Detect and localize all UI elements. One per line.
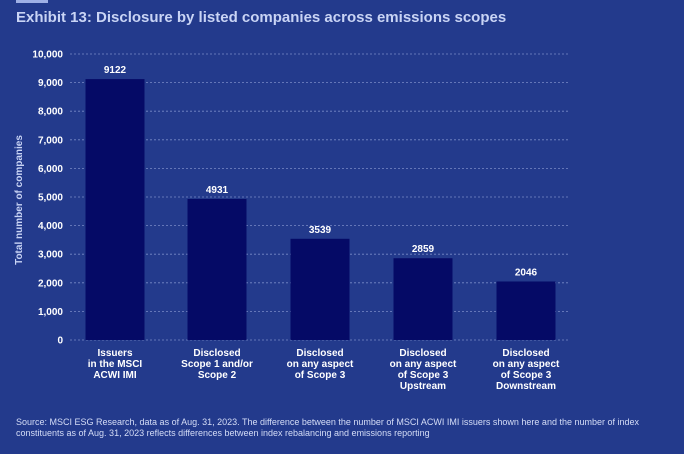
category-label-line: Scope 2 xyxy=(198,370,237,381)
category-label-line: Scope 1 and/or xyxy=(181,359,253,370)
category-label-line: Disclosed xyxy=(296,348,343,359)
y-tick-label: 0 xyxy=(57,336,63,347)
category-label-line: on any aspect xyxy=(390,359,457,370)
bar xyxy=(187,198,247,340)
category-label: Disclosed on any aspect of Scope 3 Downstre… xyxy=(493,348,560,392)
header-accent-rule xyxy=(16,0,48,3)
bar xyxy=(496,281,556,340)
category-label-line: Upstream xyxy=(400,381,446,392)
data-label: 9122 xyxy=(104,65,127,76)
category-label-line: on any aspect xyxy=(493,359,560,370)
category-label-line: Disclosed xyxy=(193,348,240,359)
y-tick-label: 4,000 xyxy=(38,221,63,232)
category-label-line: of Scope 3 xyxy=(501,370,552,381)
y-tick-label: 7,000 xyxy=(38,135,63,146)
data-label: 4931 xyxy=(206,185,229,196)
y-tick-label: 9,000 xyxy=(38,78,63,89)
bar-chart: 0 1,000 2,000 3,000 4,000 5,000 6,000 7,000 8,00… xyxy=(14,50,570,392)
category-label-line: in the MSCI xyxy=(88,359,143,370)
data-label: 2859 xyxy=(412,244,435,255)
y-tick-label: 10,000 xyxy=(32,50,63,61)
category-label-line: Issuers xyxy=(97,348,132,359)
bar xyxy=(393,258,453,340)
y-axis-label: Total number of companies xyxy=(14,135,25,265)
chart-title: Exhibit 13: Disclosure by listed compani… xyxy=(16,9,507,26)
category-label-line: on any aspect xyxy=(287,359,354,370)
y-tick-label: 6,000 xyxy=(38,164,63,175)
category-label-line: ACWI IMI xyxy=(93,370,137,381)
source-note: Source: MSCI ESG Research, data as of Au… xyxy=(16,417,639,438)
y-tick-label: 8,000 xyxy=(38,107,63,118)
y-tick-label: 2,000 xyxy=(38,278,63,289)
category-label: Disclosed on any aspect of Scope 3 Upstream xyxy=(390,348,457,392)
y-tick-label: 5,000 xyxy=(38,193,63,204)
bar xyxy=(290,238,350,340)
data-label: 2046 xyxy=(515,267,538,278)
category-label-line: of Scope 3 xyxy=(398,370,449,381)
y-tick-label: 3,000 xyxy=(38,250,63,261)
y-tick-label: 1,000 xyxy=(38,307,63,318)
category-label-line: Disclosed xyxy=(502,348,549,359)
category-label-line: of Scope 3 xyxy=(295,370,346,381)
category-label: Disclosed on any aspect of Scope 3 xyxy=(287,348,354,381)
data-label: 3539 xyxy=(309,225,332,236)
category-label: Disclosed Scope 1 and/or Scope 2 xyxy=(181,348,253,381)
category-label-line: Downstream xyxy=(496,381,556,392)
category-label: Issuers in the MSCI ACWI IMI xyxy=(88,348,143,381)
bar xyxy=(85,79,145,340)
category-label-line: Disclosed xyxy=(399,348,446,359)
